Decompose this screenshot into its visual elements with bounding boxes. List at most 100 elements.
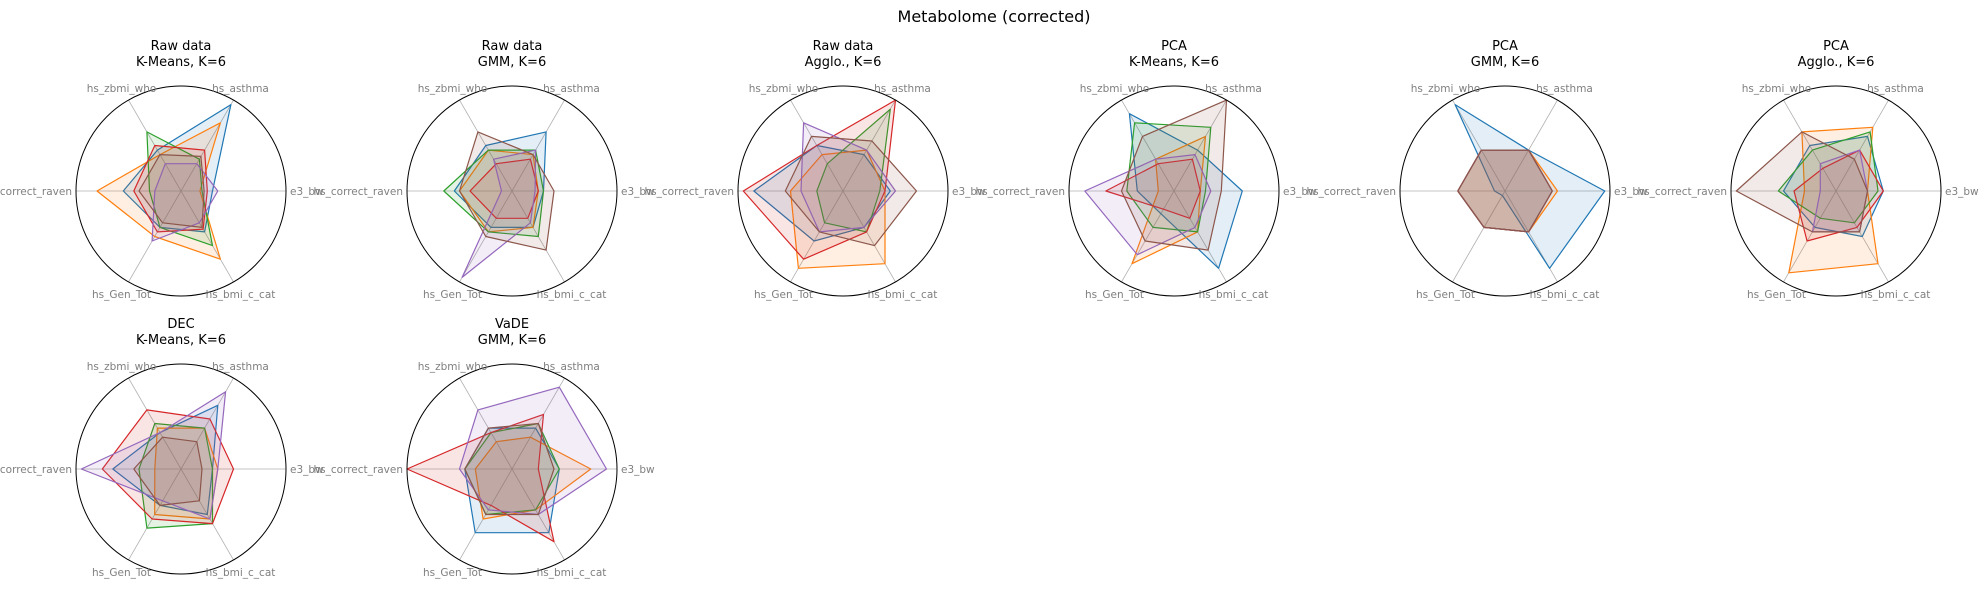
radar-spoke xyxy=(511,99,565,192)
radar-series-polygon xyxy=(1105,158,1201,219)
radar-series-polygon xyxy=(146,131,214,247)
radar-series-polygon xyxy=(1777,131,1879,224)
axis-label-hs-bmi-c-cat: hs_bmi_c_cat xyxy=(537,567,607,579)
panel-title: PCA xyxy=(1823,39,1849,54)
axis-label-hs-correct-raven: hs_correct_raven xyxy=(1307,186,1396,198)
radar-spoke xyxy=(459,377,513,470)
axis-label-hs-zbmi-who: hs_zbmi_who xyxy=(1742,83,1812,95)
radar-series-polygon xyxy=(784,135,918,247)
axis-label-hs-correct-raven: hs_correct_raven xyxy=(314,186,403,198)
radar-series-polygon xyxy=(458,131,555,251)
axis-label-e3-bw: e3_bw xyxy=(952,186,986,198)
radar-spoke xyxy=(842,99,896,192)
radar-spoke xyxy=(1452,99,1506,192)
panel-subtitle: GMM, K=6 xyxy=(478,333,546,348)
radar-series-polygon xyxy=(1782,135,1884,238)
radar-series-polygon xyxy=(80,391,227,520)
radar-spoke xyxy=(1783,190,1837,283)
axis-label-hs-bmi-c-cat: hs_bmi_c_cat xyxy=(206,289,276,301)
axis-label-hs-correct-raven: hs_correct_raven xyxy=(0,464,72,476)
radar-series-polygon xyxy=(112,404,219,516)
radar-series-polygon xyxy=(1735,131,1869,233)
panel-title: Raw data xyxy=(813,39,874,54)
axis-label-hs-gen-tot: hs_Gen_Tot xyxy=(423,289,482,301)
axis-label-hs-gen-tot: hs_Gen_Tot xyxy=(92,289,151,301)
radar-series-polygon xyxy=(461,149,537,278)
axis-label-e3-bw: e3_bw xyxy=(1614,186,1648,198)
axis-label-hs-asthma: hs_asthma xyxy=(874,83,931,95)
axis-label-hs-correct-raven: hs_correct_raven xyxy=(0,186,72,198)
panel-subtitle: K-Means, K=6 xyxy=(136,333,226,348)
axis-label-hs-asthma: hs_asthma xyxy=(212,361,269,373)
panel-title: DEC xyxy=(167,317,194,332)
axis-label-hs-asthma: hs_asthma xyxy=(1536,83,1593,95)
radar-series-polygon xyxy=(1457,149,1553,233)
axis-label-e3-bw: e3_bw xyxy=(290,186,324,198)
radar-spoke xyxy=(1121,99,1175,192)
panel-title: VaDE xyxy=(495,317,529,332)
radar-series-polygon xyxy=(469,158,539,219)
radar-spoke xyxy=(1835,99,1889,192)
panel-subtitle: K-Means, K=6 xyxy=(136,55,226,70)
radar-series-polygon xyxy=(1084,154,1212,256)
axis-label-hs-bmi-c-cat: hs_bmi_c_cat xyxy=(537,289,607,301)
radar-spoke xyxy=(180,190,234,283)
axis-label-hs-zbmi-who: hs_zbmi_who xyxy=(1080,83,1150,95)
radar-series-polygon xyxy=(151,163,219,242)
axis-label-e3-bw: e3_bw xyxy=(621,186,655,198)
axis-label-hs-asthma: hs_asthma xyxy=(1205,83,1262,95)
axis-label-hs-gen-tot: hs_Gen_Tot xyxy=(1085,289,1144,301)
radar-frame xyxy=(1068,85,1280,297)
panel-subtitle: GMM, K=6 xyxy=(1471,55,1539,70)
axis-label-hs-asthma: hs_asthma xyxy=(212,83,269,95)
axis-label-hs-gen-tot: hs_Gen_Tot xyxy=(92,567,151,579)
radar-spoke xyxy=(1452,190,1506,283)
axis-label-hs-zbmi-who: hs_zbmi_who xyxy=(87,361,157,373)
axis-label-hs-gen-tot: hs_Gen_Tot xyxy=(754,289,813,301)
radar-frame xyxy=(75,363,287,575)
radar-series-polygon xyxy=(138,154,205,228)
axis-label-hs-zbmi-who: hs_zbmi_who xyxy=(1411,83,1481,95)
axis-label-hs-gen-tot: hs_Gen_Tot xyxy=(1747,289,1806,301)
axis-label-e3-bw: e3_bw xyxy=(1945,186,1979,198)
axis-label-hs-gen-tot: hs_Gen_Tot xyxy=(1416,289,1475,301)
axis-label-hs-zbmi-who: hs_zbmi_who xyxy=(418,83,488,95)
radar-spoke xyxy=(180,377,234,470)
axis-label-hs-correct-raven: hs_correct_raven xyxy=(976,186,1065,198)
axis-label-hs-zbmi-who: hs_zbmi_who xyxy=(749,83,819,95)
radar-spoke xyxy=(790,190,844,283)
panel-title: PCA xyxy=(1161,39,1187,54)
radar-frame xyxy=(1730,85,1942,297)
axis-label-hs-zbmi-who: hs_zbmi_who xyxy=(418,361,488,373)
panel-title: Raw data xyxy=(151,39,212,54)
radar-series-polygon xyxy=(1128,113,1243,269)
panel-subtitle: Agglo., K=6 xyxy=(805,55,882,70)
axis-label-hs-asthma: hs_asthma xyxy=(543,83,600,95)
axis-label-e3-bw: e3_bw xyxy=(290,464,324,476)
radar-series-polygon xyxy=(101,409,235,525)
panel-subtitle: K-Means, K=6 xyxy=(1129,55,1219,70)
axis-label-hs-correct-raven: hs_correct_raven xyxy=(1638,186,1727,198)
radar-spoke xyxy=(180,99,234,192)
axis-label-hs-gen-tot: hs_Gen_Tot xyxy=(423,567,482,579)
axis-label-hs-bmi-c-cat: hs_bmi_c_cat xyxy=(1861,289,1931,301)
radar-spoke xyxy=(1504,99,1558,192)
radar-spoke xyxy=(842,190,896,283)
radar-series-polygon xyxy=(464,422,555,516)
axis-label-hs-bmi-c-cat: hs_bmi_c_cat xyxy=(206,567,276,579)
radar-frame xyxy=(75,85,287,297)
axis-label-hs-zbmi-who: hs_zbmi_who xyxy=(87,83,157,95)
axis-label-hs-correct-raven: hs_correct_raven xyxy=(314,464,403,476)
radar-series-polygon xyxy=(96,122,221,260)
radar-frame xyxy=(406,363,618,575)
panel-subtitle: GMM, K=6 xyxy=(478,55,546,70)
